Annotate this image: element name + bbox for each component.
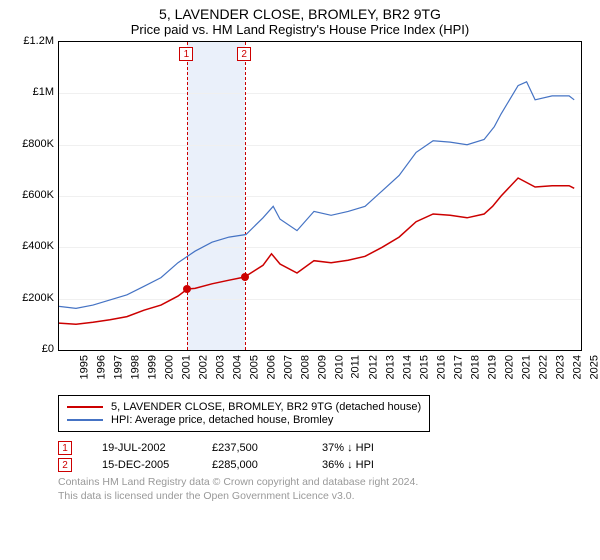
y-tick-label: £0 [10,343,54,355]
event-date: 19-JUL-2002 [102,442,212,454]
legend: 5, LAVENDER CLOSE, BROMLEY, BR2 9TG (det… [58,395,430,432]
y-tick-label: £1M [10,86,54,98]
y-tick-label: £1.2M [10,35,54,47]
legend-item: HPI: Average price, detached house, Brom… [67,414,421,426]
legend-label: HPI: Average price, detached house, Brom… [111,414,333,426]
chart-title: 5, LAVENDER CLOSE, BROMLEY, BR2 9TG [10,6,590,22]
footer-attribution: Contains HM Land Registry data © Crown c… [58,476,590,503]
event-price: £237,500 [212,442,322,454]
event-price: £285,000 [212,459,322,471]
chart-subtitle: Price paid vs. HM Land Registry's House … [10,22,590,37]
y-tick-label: £600K [10,189,54,201]
event-pct: 37% ↓ HPI [322,442,432,454]
sale-point [241,273,249,281]
chart-area: £0£200K£400K£600K£800K£1M£1.2M 121995199… [10,41,590,391]
event-pct: 36% ↓ HPI [322,459,432,471]
plot-region [58,41,582,351]
event-row-marker: 1 [58,441,72,455]
series-line-property_price [59,178,574,324]
y-tick-label: £800K [10,138,54,150]
event-date: 15-DEC-2005 [102,459,212,471]
legend-swatch [67,419,103,421]
y-tick-label: £200K [10,292,54,304]
event-row: 1 19-JUL-2002£237,50037% ↓ HPI [58,441,590,455]
event-row: 2 15-DEC-2005£285,00036% ↓ HPI [58,458,590,472]
x-tick-label: 2025 [589,355,600,379]
series-line-hpi [59,82,574,309]
footer-line-2: This data is licensed under the Open Gov… [58,490,590,504]
sale-point [183,285,191,293]
legend-item: 5, LAVENDER CLOSE, BROMLEY, BR2 9TG (det… [67,401,421,413]
event-row-marker: 2 [58,458,72,472]
footer-line-1: Contains HM Land Registry data © Crown c… [58,476,590,490]
legend-swatch [67,406,103,408]
events-table: 1 19-JUL-2002£237,50037% ↓ HPI 2 15-DEC-200… [58,441,590,472]
y-tick-label: £400K [10,240,54,252]
legend-label: 5, LAVENDER CLOSE, BROMLEY, BR2 9TG (det… [111,401,421,413]
